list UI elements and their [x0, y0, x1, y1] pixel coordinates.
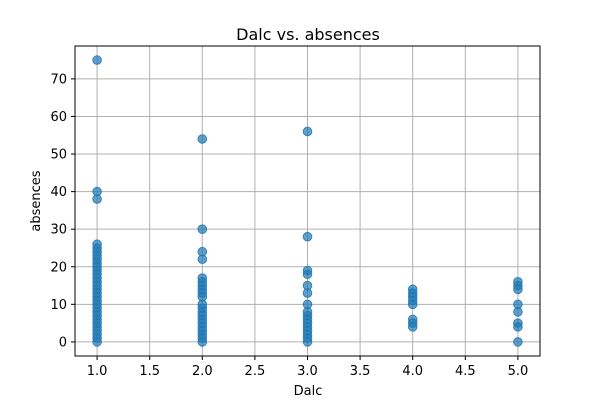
data-point [407, 284, 418, 295]
x-tick-label: 2.5 [245, 364, 266, 379]
data-point [302, 126, 313, 137]
y-tick-label: 10 [50, 298, 67, 313]
y-axis-label: absences [29, 170, 44, 231]
data-point [513, 318, 523, 328]
x-tick-label: 1.0 [87, 364, 108, 379]
y-tick-label: 0 [59, 335, 67, 350]
data-point [513, 276, 523, 287]
data-point [302, 231, 313, 242]
grid-lines [75, 46, 540, 356]
data-point [92, 186, 102, 197]
x-tick-label: 5.0 [508, 364, 529, 379]
y-axis-ticks: 0 10 20 30 40 50 60 70 [50, 72, 75, 350]
data-point [197, 246, 208, 257]
x-tick-label: 1.5 [139, 364, 160, 379]
y-tick-label: 30 [50, 223, 67, 238]
data-point [302, 280, 313, 291]
x-axis-ticks: 1.0 1.5 2.0 2.5 3.0 3.5 4.0 4.5 5.0 [87, 356, 529, 379]
x-tick-label: 4.0 [402, 364, 423, 379]
x-axis-label: Dalc [294, 384, 323, 399]
x-tick-label: 4.5 [455, 364, 476, 379]
data-point [302, 265, 313, 276]
data-point [197, 273, 208, 283]
data-point [407, 314, 418, 325]
y-tick-label: 40 [50, 185, 67, 200]
data-point [513, 337, 523, 347]
data-point [92, 55, 102, 65]
data-point [92, 239, 102, 250]
data-point [197, 134, 208, 144]
x-tick-label: 2.0 [192, 364, 213, 379]
y-tick-label: 50 [50, 148, 67, 163]
data-point [302, 299, 313, 310]
y-tick-label: 70 [50, 72, 67, 87]
data-point [197, 224, 208, 234]
chart-title: Dalc vs. absences [236, 25, 380, 44]
x-tick-label: 3.0 [297, 364, 318, 379]
y-tick-label: 60 [50, 110, 67, 125]
data-points [92, 55, 523, 347]
data-point [513, 299, 523, 310]
x-tick-label: 3.5 [350, 364, 371, 379]
y-tick-label: 20 [50, 260, 67, 275]
